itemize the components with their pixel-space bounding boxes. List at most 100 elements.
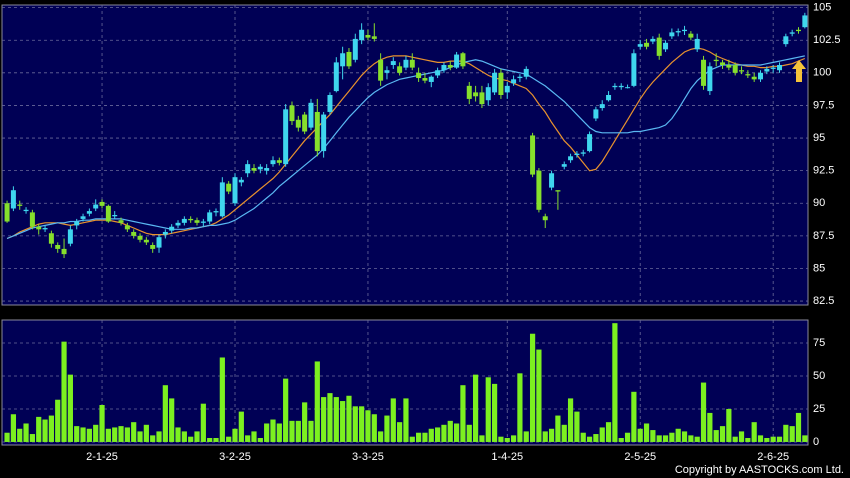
volume-bar: [586, 436, 593, 442]
volume-bar: [624, 432, 631, 442]
x-tick-label: 2-1-25: [86, 451, 118, 463]
x-tick-label: 2-6-25: [757, 451, 789, 463]
candle-body: [321, 114, 327, 152]
volume-bar: [409, 436, 415, 442]
volume-bar: [529, 333, 536, 442]
volume-bar: [308, 420, 314, 442]
volume-bar: [200, 403, 206, 442]
volume-bar: [447, 420, 453, 442]
candle-body: [403, 59, 409, 68]
candle-body: [441, 65, 447, 71]
candle-body: [789, 32, 795, 34]
candle-body: [276, 160, 282, 163]
candle-body: [606, 95, 612, 101]
volume-bar: [428, 428, 434, 442]
volume-bar: [194, 431, 200, 442]
volume-bar: [181, 431, 187, 442]
candle-body: [530, 135, 536, 175]
candle-body: [67, 229, 73, 244]
candle-body: [770, 67, 776, 69]
volume-bar: [131, 422, 137, 442]
candle-body: [352, 38, 358, 60]
volume-bar: [251, 431, 257, 442]
volume-bar: [390, 398, 396, 442]
volume-bar: [561, 424, 567, 442]
volume-bar: [688, 435, 694, 442]
volume-bar: [232, 428, 238, 442]
volume-bar: [365, 410, 371, 442]
candle-body: [181, 218, 187, 223]
candle-body: [701, 59, 707, 86]
x-tick-label: 3-3-25: [352, 451, 384, 463]
volume-bar: [618, 438, 624, 442]
candle-body: [74, 221, 80, 226]
candle-body: [745, 74, 751, 76]
y-tick-label: 87.5: [813, 230, 834, 242]
y-tick-label: 97.5: [813, 99, 834, 111]
y-tick-label: 0: [813, 436, 819, 448]
volume-bar: [74, 426, 80, 442]
volume-bar: [548, 428, 555, 442]
moving-average-line: [6, 55, 805, 240]
candle-body: [485, 87, 491, 101]
candle-body: [10, 190, 16, 209]
candle-body: [93, 204, 99, 209]
y-tick-label: 82.5: [813, 295, 834, 307]
volume-bar: [510, 435, 517, 442]
candle-body: [479, 92, 485, 105]
y-tick-label: 100: [813, 67, 831, 79]
volume-bar: [612, 323, 618, 442]
copyright: Copyright by AASTOCKS.com Ltd.: [675, 464, 844, 476]
y-tick-label: 102.5: [813, 34, 841, 46]
volume-bar: [10, 414, 16, 442]
candle-body: [802, 15, 808, 28]
volume-bar: [751, 422, 757, 442]
volume-bar: [593, 434, 599, 442]
candle-body: [523, 68, 529, 77]
candle-body: [758, 72, 764, 80]
volume-bar: [441, 424, 447, 442]
volume-bar: [783, 424, 789, 442]
candle-body: [422, 78, 428, 81]
volume-bar: [118, 426, 124, 442]
candle-body: [207, 212, 213, 222]
candle-body: [694, 38, 700, 50]
volume-bar: [333, 397, 339, 442]
candle-body: [42, 228, 48, 230]
y-tick-label: 85: [813, 262, 825, 274]
volume-bar: [4, 432, 10, 442]
volume-bar: [637, 428, 643, 442]
volume-bar: [504, 438, 510, 442]
candle-body: [409, 59, 415, 68]
volume-bar: [643, 423, 650, 442]
candle-body: [118, 220, 124, 223]
candle-body: [23, 209, 29, 212]
candle-body: [561, 164, 567, 167]
candle-body: [612, 85, 618, 88]
volume-bar: [498, 436, 504, 442]
volume-bar: [105, 428, 111, 442]
candle-body: [447, 65, 453, 68]
candle-body: [568, 156, 574, 161]
volume-bar: [219, 357, 225, 442]
volume-bar: [466, 424, 472, 442]
candle-body: [542, 216, 548, 221]
volume-bar: [36, 416, 42, 442]
candle-body: [732, 65, 738, 73]
volume-bar: [757, 435, 764, 442]
volume-bar: [599, 427, 605, 442]
y-tick-label: 90: [813, 197, 825, 209]
candle-body: [61, 248, 67, 255]
volume-bar: [416, 432, 422, 442]
volume-bar: [188, 436, 194, 442]
volume-bar: [346, 395, 352, 442]
candle-body: [188, 218, 194, 221]
candle-body: [264, 168, 270, 171]
volume-bar: [764, 438, 770, 442]
plot-area: [1, 4, 809, 306]
volume-bar: [276, 423, 282, 442]
candle-body: [435, 70, 441, 76]
candle-body: [257, 166, 263, 170]
volume-bar: [245, 435, 251, 442]
